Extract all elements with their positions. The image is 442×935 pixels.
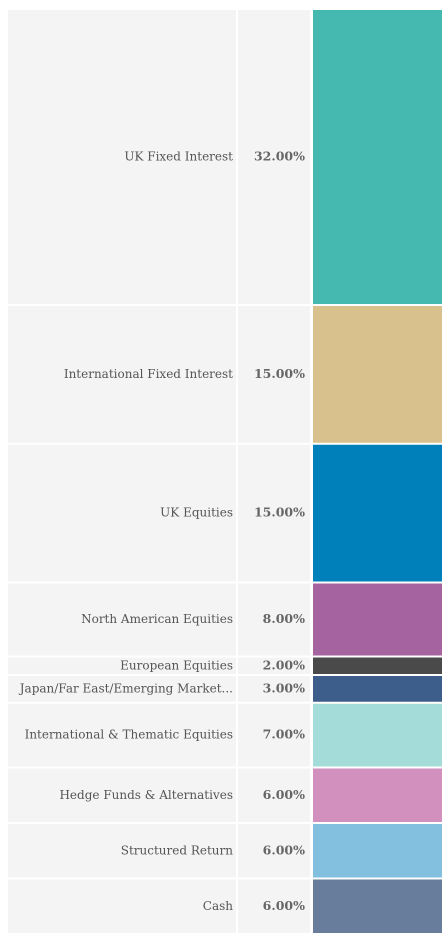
value-label: 6.00% <box>263 898 305 913</box>
label-cell <box>8 444 236 582</box>
category-label: European Equities <box>120 658 233 672</box>
percent-cell <box>238 10 310 304</box>
value-label: 2.00% <box>263 657 305 672</box>
category-label: Japan/Far East/Emerging Market... <box>18 681 233 695</box>
percent-cell <box>238 676 310 702</box>
value-label: 8.00% <box>263 611 305 626</box>
label-cell <box>8 703 236 767</box>
segment <box>313 879 442 933</box>
category-label: UK Equities <box>160 506 233 520</box>
value-label: 7.00% <box>263 727 305 742</box>
category-label: Cash <box>203 899 233 913</box>
segment <box>313 444 442 582</box>
label-cell <box>8 768 236 822</box>
label-cell <box>8 676 236 702</box>
percent-cell <box>238 306 310 443</box>
label-cell <box>8 879 236 933</box>
value-label: 6.00% <box>263 787 305 802</box>
value-label: 32.00% <box>254 149 305 164</box>
value-label: 15.00% <box>254 505 305 520</box>
category-label: North American Equities <box>81 612 233 626</box>
segment <box>313 676 442 702</box>
percent-cell <box>238 879 310 933</box>
segment <box>313 657 442 674</box>
category-label: International & Thematic Equities <box>25 728 233 742</box>
segment <box>313 306 442 443</box>
category-label: UK Fixed Interest <box>124 150 233 164</box>
percent-cell <box>238 583 310 656</box>
label-cell <box>8 10 236 304</box>
label-cell <box>8 306 236 443</box>
category-label: Structured Return <box>121 843 234 857</box>
percent-cell <box>238 768 310 822</box>
percent-cell <box>238 703 310 767</box>
segment <box>313 824 442 878</box>
value-label: 3.00% <box>263 680 305 695</box>
segment <box>313 583 442 656</box>
category-label: Hedge Funds & Alternatives <box>59 788 233 802</box>
percent-cell <box>238 444 310 582</box>
label-cell <box>8 824 236 878</box>
segment <box>313 768 442 822</box>
value-label: 15.00% <box>254 366 305 381</box>
label-cell <box>8 657 236 674</box>
value-label: 6.00% <box>263 842 305 857</box>
segment <box>313 703 442 767</box>
category-label: International Fixed Interest <box>64 367 233 381</box>
label-cell <box>8 583 236 656</box>
percent-cell <box>238 657 310 674</box>
percent-cell <box>238 824 310 878</box>
segment <box>313 10 442 304</box>
